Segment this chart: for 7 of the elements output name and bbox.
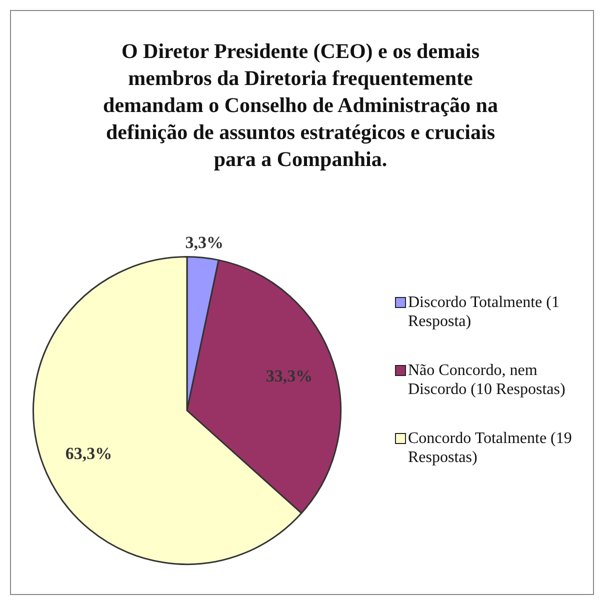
data-label: 3,3% — [185, 233, 224, 252]
legend-label: Discordo Totalmente (1 Resposta) — [408, 293, 560, 331]
chart-title: O Diretor Presidente (CEO) e os demais membros da Diretoria frequentemente demandam o Conselho de Administração na definição de assuntos estratégicos e cruciais para a Companhia. — [103, 38, 498, 173]
legend-label: Concordo Totalmente (19 Respostas) — [408, 429, 573, 467]
data-label: 63,3% — [65, 444, 112, 463]
data-label: 33,3% — [266, 366, 313, 386]
legend-label: Não Concordo, nem Discordo (10 Respostas) — [408, 361, 566, 399]
